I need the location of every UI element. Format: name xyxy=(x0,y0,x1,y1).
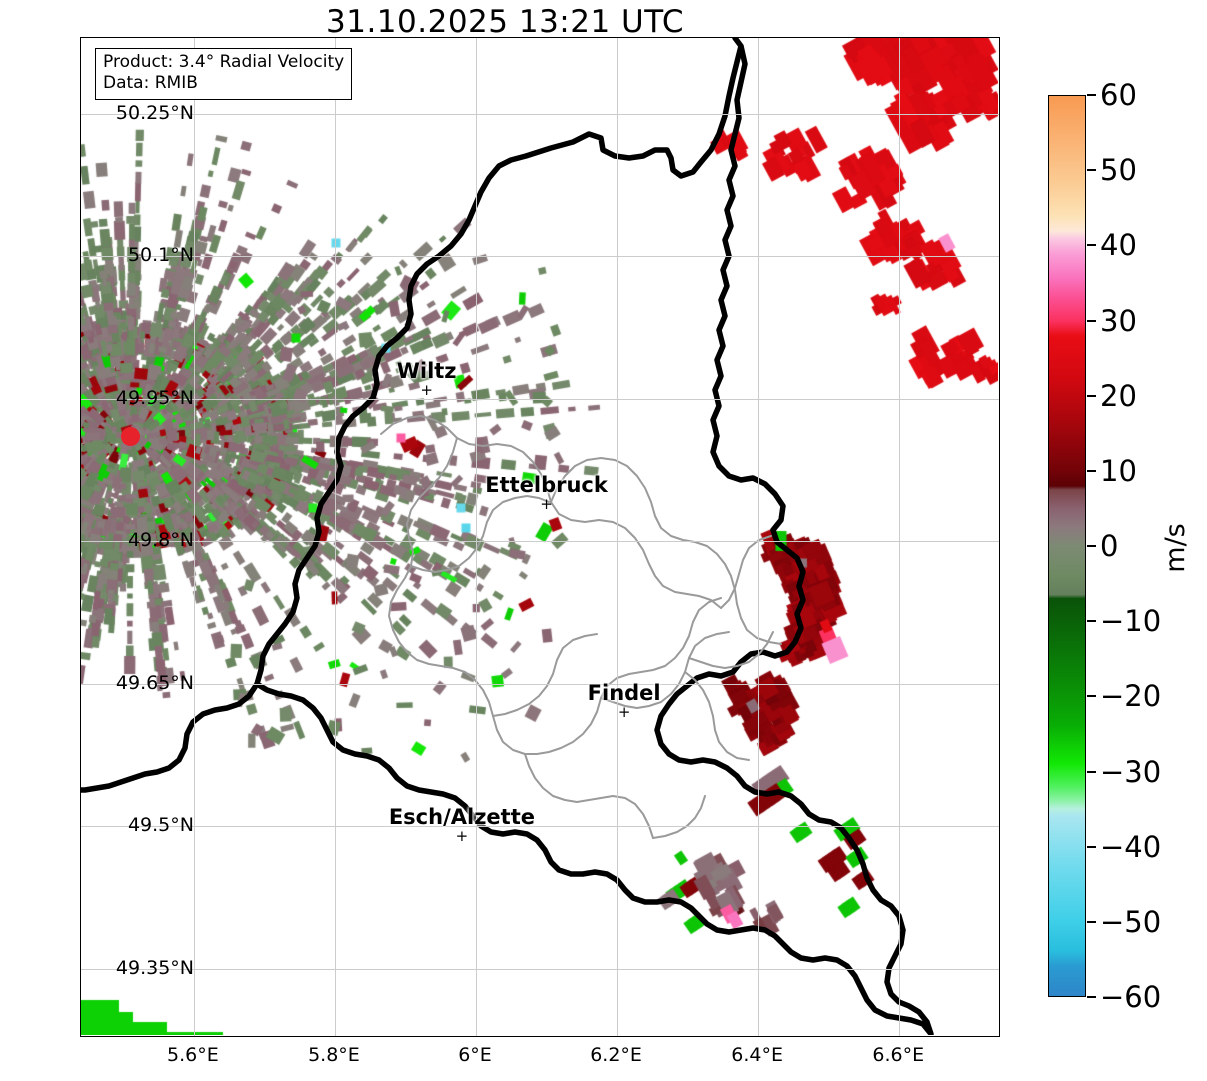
colorbar-tick-label-1: 50 xyxy=(1100,153,1137,188)
city-marker-icon: + xyxy=(455,826,469,845)
internal-boundary-11 xyxy=(684,671,750,761)
colorbar-tick xyxy=(1087,169,1096,172)
gridline-lat xyxy=(81,541,999,543)
lon-tick-label-1: 5.8°E xyxy=(308,1044,360,1066)
colorbar-tick-label-12: −60 xyxy=(1100,980,1162,1014)
colorbar-tick-label-5: 10 xyxy=(1100,453,1137,488)
radar-station-marker xyxy=(120,427,140,447)
gridline-lon xyxy=(899,38,901,1036)
lon-tick-label-4: 6.4°E xyxy=(731,1044,784,1066)
city-name: Esch/Alzette xyxy=(388,804,535,829)
colorbar-tick-label-10: −40 xyxy=(1100,829,1162,864)
internal-boundary-3 xyxy=(536,597,722,755)
colorbar-tick xyxy=(1087,394,1096,397)
internal-boundary-2 xyxy=(550,457,782,645)
radar-echo-layer xyxy=(81,38,998,1035)
lon-tick-label-5: 6.6°E xyxy=(872,1044,925,1066)
colorbar-tick xyxy=(1087,469,1096,472)
product-line: Product: 3.4° Radial Velocity xyxy=(103,52,345,72)
lat-tick-label-4: 49.65°N xyxy=(115,671,194,694)
gridline-lat xyxy=(81,683,999,685)
lat-tick-label-1: 50.1°N xyxy=(127,244,194,267)
colorbar-unit-label: m/s xyxy=(1160,523,1191,573)
city-name: Findel xyxy=(587,681,661,706)
internal-boundary-6 xyxy=(688,631,774,669)
colorbar-tick-label-8: −20 xyxy=(1100,679,1162,714)
colorbar-gradient xyxy=(1049,96,1085,996)
internal-boundary-0 xyxy=(380,415,722,609)
colorbar-tick xyxy=(1087,620,1096,623)
lat-tick-label-6: 49.35°N xyxy=(115,956,194,979)
internal-boundary-5 xyxy=(600,631,730,709)
lat-tick-label-2: 49.95°N xyxy=(115,386,194,409)
colorbar-tick xyxy=(1087,996,1096,998)
gridline-lat xyxy=(81,256,999,258)
colorbar-tick xyxy=(1087,319,1096,322)
colorbar-tick xyxy=(1087,545,1096,547)
lon-tick-label-2: 6°E xyxy=(458,1044,492,1066)
page-title: 31.10.2025 13:21 UTC xyxy=(326,4,684,40)
lon-tick-label-3: 6.2°E xyxy=(590,1044,642,1066)
internal-boundary-7 xyxy=(492,633,598,717)
colorbar-tick-label-0: 60 xyxy=(1100,78,1137,112)
colorbar-tick xyxy=(1087,770,1096,773)
colorbar-tick-label-11: −50 xyxy=(1100,904,1162,939)
colorbar-tick xyxy=(1087,244,1096,247)
city-name: Wiltz xyxy=(396,358,457,383)
gridline-lon xyxy=(617,38,619,1036)
internal-boundary-8 xyxy=(524,753,654,839)
gridline-lon xyxy=(758,38,760,1036)
data-line: Data: RMIB xyxy=(103,73,198,94)
colorbar-tick xyxy=(1087,920,1096,923)
city-marker-icon: + xyxy=(420,380,433,399)
colorbar-tick-label-6: 0 xyxy=(1100,529,1119,563)
colorbar-tick-label-7: −10 xyxy=(1100,604,1162,639)
city-marker-icon: + xyxy=(540,494,553,513)
colorbar-tick-label-9: −30 xyxy=(1100,754,1162,789)
lat-tick-label-3: 49.8°N xyxy=(127,529,194,552)
colorbar-tick-label-2: 40 xyxy=(1100,228,1137,263)
gridline-lat xyxy=(81,968,999,970)
national-border-luxembourg xyxy=(81,38,934,1035)
colorbar-tick-label-4: 20 xyxy=(1100,378,1137,413)
gridline-lat xyxy=(81,113,999,115)
gridline-lat xyxy=(81,398,999,400)
gridline-lon xyxy=(334,38,336,1036)
lat-tick-label-0: 50.25°N xyxy=(115,101,194,124)
colorbar-tick xyxy=(1087,695,1096,698)
internal-boundary-1 xyxy=(388,437,538,755)
colorbar-tick-label-3: 30 xyxy=(1100,303,1137,338)
product-info-box: Product: 3.4° Radial Velocity Data: RMIB xyxy=(95,48,353,100)
internal-boundary-4 xyxy=(410,495,550,573)
colorbar xyxy=(1048,95,1086,997)
radar-map-plot[interactable]: Wiltz + Ettelbruck + Findel + Esch/Alzette + xyxy=(80,37,1000,1037)
map-vector-layer xyxy=(81,38,934,1035)
internal-boundary-10 xyxy=(652,795,706,839)
city-label-esch-alzette: Esch/Alzette + xyxy=(389,805,535,844)
city-marker-icon: + xyxy=(617,703,631,722)
lon-tick-label-0: 5.6°E xyxy=(166,1044,219,1066)
gridline-lon xyxy=(476,38,477,1036)
lat-tick-label-5: 49.5°N xyxy=(127,814,194,837)
colorbar-tick xyxy=(1087,845,1096,848)
city-name: Ettelbruck xyxy=(485,472,608,497)
gridline-lat xyxy=(81,826,999,828)
city-label-ettelbruck: Ettelbruck + xyxy=(485,473,608,512)
map-canvas-wrap xyxy=(81,38,999,1036)
city-label-findel: Findel + xyxy=(588,681,661,720)
colorbar-tick xyxy=(1087,94,1096,96)
gridline-lon xyxy=(193,38,195,1036)
city-label-wiltz: Wiltz + xyxy=(397,359,457,398)
